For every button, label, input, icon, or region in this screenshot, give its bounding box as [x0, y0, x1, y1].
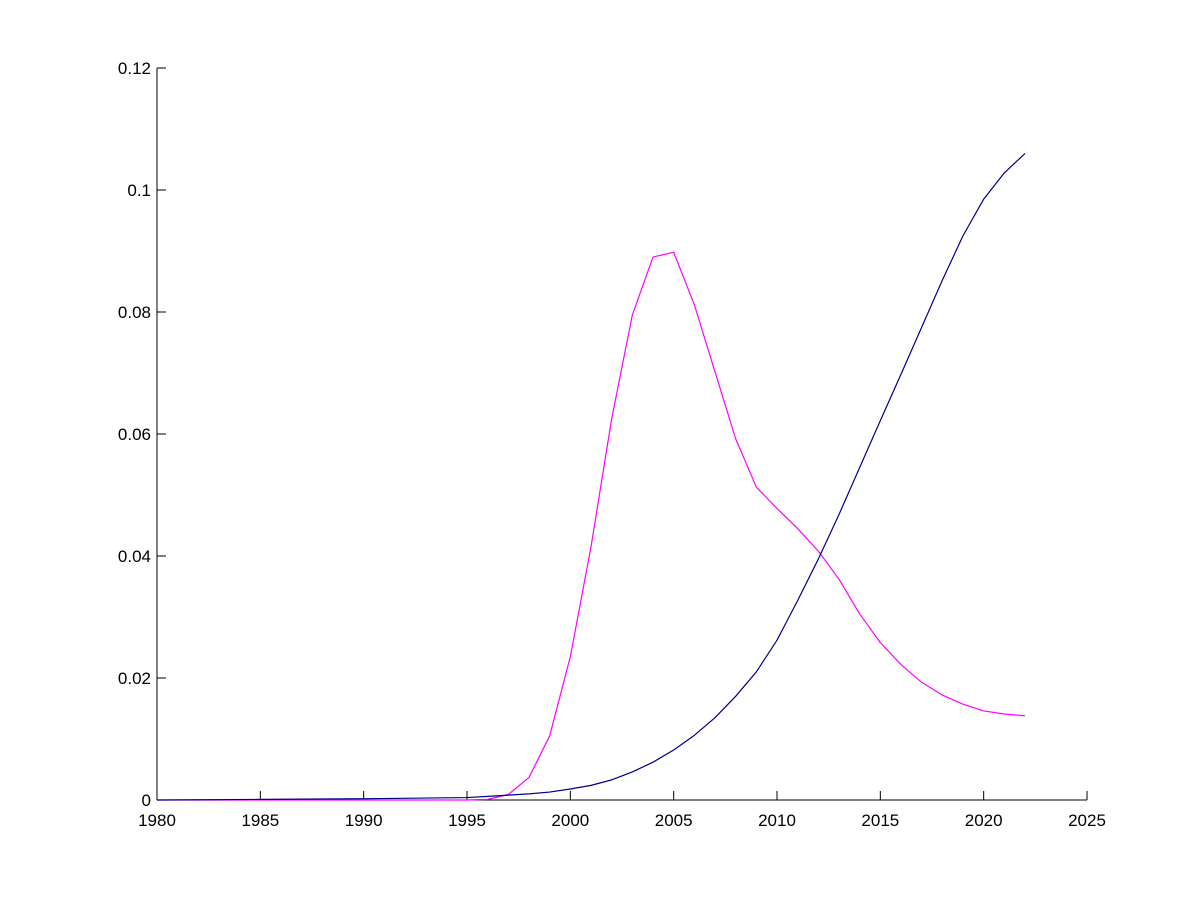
- y-tick-label: 0.08: [118, 303, 151, 322]
- y-tick-label: 0.1: [127, 181, 151, 200]
- x-tick-label: 1990: [345, 811, 383, 830]
- y-tick-label: 0.12: [118, 59, 151, 78]
- series-line-1: [157, 251, 1026, 801]
- x-tick-label: 2000: [551, 811, 589, 830]
- x-tick-label: 1980: [138, 811, 176, 830]
- y-tick-label: 0: [142, 791, 151, 810]
- y-tick-label: 0.06: [118, 425, 151, 444]
- axes: [156, 67, 1088, 801]
- x-tick-label: 2025: [1068, 811, 1106, 830]
- y-tick-label: 0.02: [118, 669, 151, 688]
- x-tick-label: 2020: [965, 811, 1003, 830]
- tick-labels: 1980 1985 1990 1995 2000 2005 2010 2015 2020 2025…: [118, 59, 1106, 830]
- x-tick-label: 1985: [241, 811, 279, 830]
- x-tick-label: 2005: [655, 811, 693, 830]
- x-tick-label: 2015: [861, 811, 899, 830]
- y-tick-label: 0.04: [118, 547, 151, 566]
- x-tick-label: 2010: [758, 811, 796, 830]
- x-tick-label: 1995: [448, 811, 486, 830]
- series-line-2: [156, 152, 1026, 801]
- plot-lines: [156, 152, 1026, 801]
